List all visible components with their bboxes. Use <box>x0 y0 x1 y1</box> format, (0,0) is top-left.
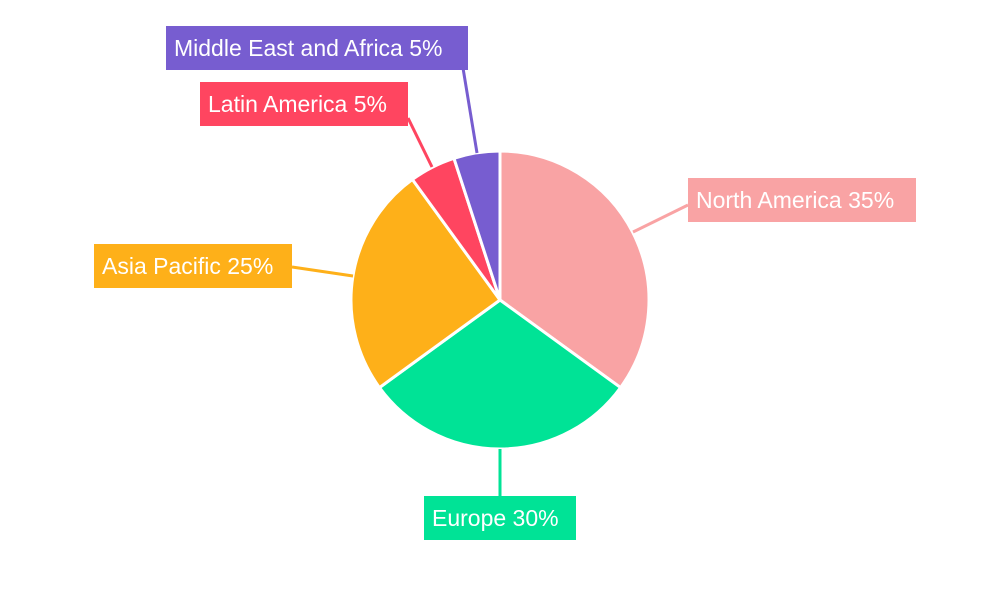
data-label: North America 35% <box>688 178 916 222</box>
data-label: Middle East and Africa 5% <box>166 26 468 70</box>
data-label: Latin America 5% <box>200 82 408 126</box>
pie-slice-north-america[interactable] <box>498 149 651 390</box>
data-label: Europe 30% <box>424 496 576 540</box>
label-connector <box>632 203 689 234</box>
label-connector <box>461 67 479 154</box>
label-connector <box>406 117 434 168</box>
data-label: Asia Pacific 25% <box>94 244 292 288</box>
label-connector <box>291 265 354 278</box>
